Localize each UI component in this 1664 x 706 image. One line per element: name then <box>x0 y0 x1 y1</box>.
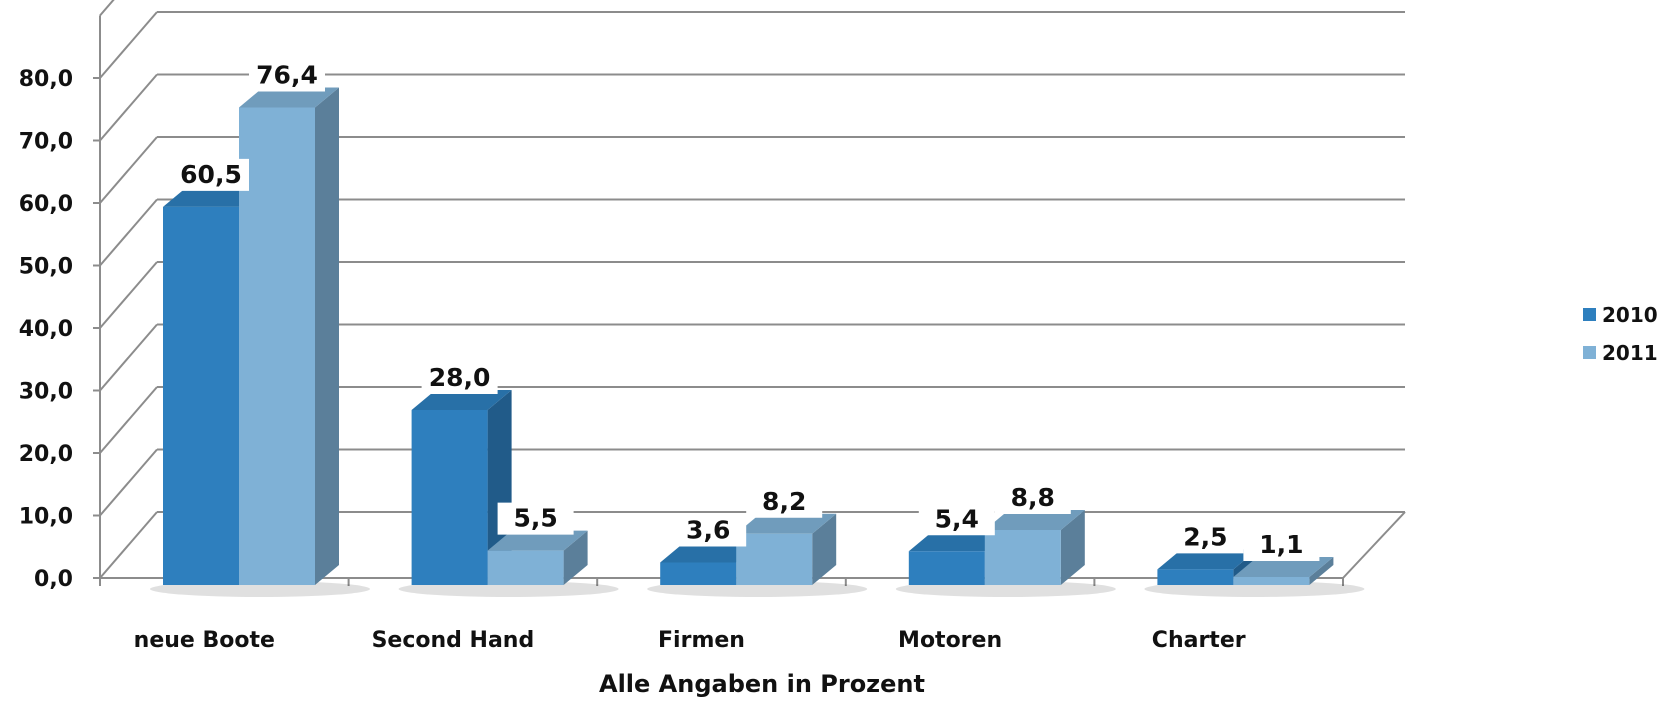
data-label-bg <box>173 158 249 191</box>
y-tick-label: 50,0 <box>19 255 73 280</box>
data-label: 5,4 <box>935 504 979 533</box>
y-tick-label: 10,0 <box>19 505 73 530</box>
data-label: 2,5 <box>1183 522 1227 551</box>
y-tick-label: 80,0 <box>19 67 73 92</box>
data-label-bg <box>1243 529 1320 561</box>
data-label-bg <box>746 485 823 518</box>
bar-2011 <box>1233 577 1310 585</box>
x-tick-label: Motoren <box>898 628 1002 653</box>
x-tick-label: Firmen <box>658 628 745 653</box>
data-label: 28,0 <box>429 363 491 392</box>
data-labels: 60,5 76,4 28,0 5,5 3,6 8,2 5,4 8,8 2,5 1,1 <box>173 59 1320 561</box>
bar-top-2010 <box>660 542 761 563</box>
gridlines <box>99 0 1405 579</box>
data-label-bg <box>497 502 574 535</box>
bar-top-2010 <box>1157 549 1258 570</box>
bar-top-2011 <box>736 513 837 534</box>
bar-side-2011 <box>315 87 339 585</box>
y-tick-label: 0,0 <box>34 567 73 592</box>
bars <box>150 87 1365 597</box>
data-label: 5,5 <box>513 504 557 533</box>
data-label: 60,5 <box>180 160 242 189</box>
bar-2010 <box>660 562 737 585</box>
gridline-depth <box>99 261 158 329</box>
bar-2011 <box>984 530 1061 585</box>
data-label-bg <box>1167 521 1244 554</box>
legend-label: 2011 <box>1602 341 1658 365</box>
floor-right-edge <box>1342 511 1406 579</box>
y-tick-label: 30,0 <box>19 380 73 405</box>
legend-swatch <box>1583 308 1596 321</box>
gridline-depth <box>99 511 158 579</box>
bar-top-2011 <box>984 510 1085 530</box>
bar-2010 <box>908 551 985 585</box>
y-tick-label: 70,0 <box>19 130 73 155</box>
data-label-bg <box>994 482 1071 514</box>
bar-top-2011 <box>239 87 339 108</box>
bar-2010 <box>1157 569 1234 585</box>
legend-label: 2010 <box>1602 303 1658 327</box>
bar-side-2011 <box>812 513 837 585</box>
bar-top-2010 <box>411 390 512 410</box>
gridline-depth <box>99 386 158 454</box>
data-label-bg <box>249 59 325 92</box>
bar-top-2011 <box>487 530 588 551</box>
data-label: 1,1 <box>1259 530 1303 559</box>
bar-side-2011 <box>1060 510 1085 585</box>
gridline-depth <box>99 323 158 392</box>
gridline-depth <box>99 73 158 142</box>
bar-top-2010 <box>908 531 1009 552</box>
gridline-depth <box>99 11 158 79</box>
x-tick-label: Charter <box>1152 628 1246 653</box>
x-axis-title: Alle Angaben in Prozent <box>599 670 925 698</box>
gridline-depth <box>99 136 158 204</box>
bar-top-2011 <box>1233 557 1334 577</box>
legend: 2010 2011 <box>1583 303 1658 365</box>
data-label: 8,8 <box>1011 483 1055 512</box>
data-label-bg <box>918 503 995 536</box>
gridline-depth <box>99 198 158 267</box>
data-label-bg <box>670 514 747 547</box>
gridline-depth <box>99 0 115 17</box>
bar-2011 <box>487 550 564 585</box>
gridline-depth <box>99 448 158 517</box>
y-tick-label: 20,0 <box>19 442 73 467</box>
x-tick-label: neue Boote <box>134 628 275 653</box>
data-label-bg <box>421 362 498 394</box>
bar-side-2011 <box>563 530 588 585</box>
y-tick-label: 60,0 <box>19 192 73 217</box>
data-label: 3,6 <box>686 516 730 545</box>
bar-2011 <box>736 533 813 585</box>
bar-side-2011 <box>1309 557 1334 585</box>
legend-swatch <box>1583 346 1596 359</box>
data-label: 76,4 <box>256 61 318 90</box>
bar-2011 <box>239 107 315 585</box>
bar-2010 <box>163 206 239 585</box>
bar-2010 <box>411 410 488 585</box>
data-label: 8,2 <box>762 487 806 516</box>
x-tick-label: Second Hand <box>372 628 535 653</box>
bar-top-2010 <box>163 186 263 207</box>
axes: 0,0 10,0 20,0 30,0 40,0 50,0 60,0 70,0 80,0 neue … <box>19 15 1406 653</box>
y-tick-label: 40,0 <box>19 317 73 342</box>
